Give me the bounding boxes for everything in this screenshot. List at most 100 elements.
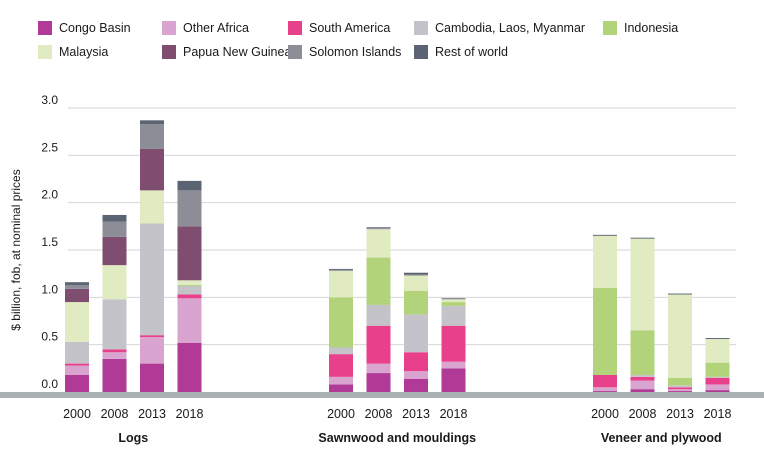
bar-segment-sawnwood-and-mouldings-2018-congo-basin [441, 368, 466, 392]
bar-segment-logs-2018-malaysia [177, 280, 202, 286]
bar-segment-logs-2000-other-africa [65, 365, 89, 375]
legend-label: Malaysia [59, 45, 109, 59]
legend-item-papua-new-guinea: Papua New Guinea [162, 44, 291, 60]
legend: Congo Basin Other Africa South America Camb… [0, 0, 764, 70]
bar-segment-sawnwood-and-mouldings-2000-solomon-islands [329, 269, 353, 271]
bar-segment-logs-2008-malaysia [102, 265, 127, 300]
bar-segment-sawnwood-and-mouldings-2008-rest-of-world [366, 227, 391, 229]
bar-segment-veneer-and-plywood-2013-congo-basin [668, 391, 692, 392]
y-tick-label: 1.5 [41, 235, 58, 249]
bar-segment-veneer-and-plywood-2000-malaysia [593, 235, 617, 288]
bar-segment-veneer-and-plywood-2000-congo-basin [593, 391, 617, 392]
legend-item-malaysia: Malaysia [38, 44, 108, 60]
legend-label: Rest of world [435, 45, 508, 59]
bar-segment-veneer-and-plywood-2000-indonesia [593, 287, 617, 375]
x-axis-baseline [0, 392, 764, 398]
legend-swatch [38, 21, 52, 35]
legend-swatch [288, 45, 302, 59]
y-tick-label: 1.0 [41, 282, 58, 296]
x-tick-label: 2000 [63, 407, 91, 421]
bar-segment-veneer-and-plywood-2000-rest-of-world [593, 234, 617, 236]
legend-item-other-africa: Other Africa [162, 20, 249, 36]
legend-label: Papua New Guinea [183, 45, 292, 59]
bar-segment-logs-2018-other-africa [177, 298, 202, 343]
bar-segment-sawnwood-and-mouldings-2013-rest-of-world [404, 272, 428, 275]
y-axis-title: $ billion, fob, at nominal prices [9, 169, 23, 330]
bar-segment-logs-2000-papua-new-guinea [65, 288, 89, 303]
bar-segment-veneer-and-plywood-2000-south-america [593, 374, 617, 388]
legend-label: Congo Basin [59, 21, 131, 35]
x-tick-label: 2013 [138, 407, 166, 421]
y-tick-label: 0.5 [41, 330, 58, 344]
y-tick-label: 3.0 [41, 93, 58, 107]
bar-segment-sawnwood-and-mouldings-2000-congo-basin [329, 384, 353, 392]
bar-segment-logs-2008-other-africa [102, 352, 127, 359]
bar-segment-logs-2013-rest-of-world [140, 120, 164, 125]
x-tick-label: 2018 [704, 407, 732, 421]
legend-item-cambodia-laos-myanmar: Cambodia, Laos, Myanmar [414, 20, 585, 36]
bar-segment-logs-2018-cambodia-laos-myanmar [177, 285, 202, 295]
legend-swatch [288, 21, 302, 35]
bar-segment-sawnwood-and-mouldings-2008-malaysia [366, 229, 391, 258]
bar-segment-sawnwood-and-mouldings-2018-south-america [441, 325, 466, 362]
bar-segment-sawnwood-and-mouldings-2008-south-america [366, 325, 391, 364]
legend-swatch [38, 45, 52, 59]
legend-item-congo-basin: Congo Basin [38, 20, 131, 36]
bar-segment-logs-2013-south-america [140, 335, 164, 338]
y-tick-label: 0.0 [41, 377, 58, 391]
bar-segment-sawnwood-and-mouldings-2018-rest-of-world [441, 298, 466, 300]
x-tick-label: 2013 [666, 407, 694, 421]
group-label-logs: Logs [118, 431, 148, 445]
bar-segment-logs-2008-rest-of-world [102, 214, 127, 222]
bar-segment-logs-2008-papua-new-guinea [102, 236, 127, 266]
legend-swatch [414, 21, 428, 35]
bar-segment-logs-2018-south-america [177, 294, 202, 299]
bar-segment-logs-2000-solomon-islands [65, 285, 89, 289]
legend-label: Solomon Islands [309, 45, 402, 59]
bar-segment-veneer-and-plywood-2008-rest-of-world [630, 237, 655, 239]
legend-swatch [414, 45, 428, 59]
bar-segment-veneer-and-plywood-2018-other-africa [705, 384, 730, 391]
x-tick-label: 2000 [591, 407, 619, 421]
bar-segment-logs-2008-cambodia-laos-myanmar [102, 299, 127, 350]
bar-segment-logs-2013-cambodia-laos-myanmar [140, 223, 164, 336]
x-tick-label: 2018 [176, 407, 204, 421]
bar-segment-sawnwood-and-mouldings-2013-congo-basin [404, 378, 428, 392]
bar-segment-sawnwood-and-mouldings-2008-solomon-islands [366, 228, 391, 230]
bar-segment-veneer-and-plywood-2000-other-africa [593, 387, 617, 392]
bar-segment-sawnwood-and-mouldings-2013-solomon-islands [404, 274, 428, 276]
bar-segment-logs-2013-papua-new-guinea [140, 148, 164, 191]
bar-segment-veneer-and-plywood-2013-other-africa [668, 389, 692, 392]
bar-segment-veneer-and-plywood-2013-malaysia [668, 294, 692, 378]
bar-segment-sawnwood-and-mouldings-2013-other-africa [404, 371, 428, 379]
bar-segment-sawnwood-and-mouldings-2018-malaysia [441, 299, 466, 303]
legend-label: Indonesia [624, 21, 679, 35]
bar-segment-sawnwood-and-mouldings-2018-other-africa [441, 361, 466, 369]
bar-segment-logs-2008-congo-basin [102, 358, 127, 392]
bar-segment-sawnwood-and-mouldings-2000-south-america [329, 354, 353, 377]
bar-segment-veneer-and-plywood-2013-indonesia [668, 377, 692, 386]
bar-segment-sawnwood-and-mouldings-2008-congo-basin [366, 373, 391, 392]
bar-segment-logs-2000-malaysia [65, 302, 89, 342]
bar-segment-sawnwood-and-mouldings-2000-cambodia-laos-myanmar [329, 347, 353, 355]
bar-segment-logs-2018-indonesia [177, 285, 202, 286]
bar-segment-veneer-and-plywood-2008-congo-basin [630, 389, 655, 392]
bar-segment-sawnwood-and-mouldings-2018-cambodia-laos-myanmar [441, 305, 466, 326]
x-tick-label: 2000 [327, 407, 355, 421]
bar-segment-sawnwood-and-mouldings-2000-rest-of-world [329, 268, 353, 270]
legend-label: Cambodia, Laos, Myanmar [435, 21, 586, 35]
bar-segment-logs-2018-congo-basin [177, 342, 202, 392]
bar-segment-veneer-and-plywood-2008-south-america [630, 376, 655, 381]
bar-segment-logs-2018-solomon-islands [177, 190, 202, 227]
legend-swatch [162, 21, 176, 35]
bar-segment-veneer-and-plywood-2018-rest-of-world [705, 338, 730, 339]
y-tick-label: 2.0 [41, 188, 58, 202]
bar-segment-veneer-and-plywood-2018-congo-basin [705, 390, 730, 392]
bar-segment-logs-2000-rest-of-world [65, 282, 89, 286]
legend-item-south-america: South America [288, 20, 390, 36]
y-tick-label: 2.5 [41, 140, 58, 154]
legend-item-solomon-islands: Solomon Islands [288, 44, 401, 60]
bar-segment-veneer-and-plywood-2013-south-america [668, 387, 692, 390]
bar-segment-veneer-and-plywood-2018-malaysia [705, 338, 730, 363]
